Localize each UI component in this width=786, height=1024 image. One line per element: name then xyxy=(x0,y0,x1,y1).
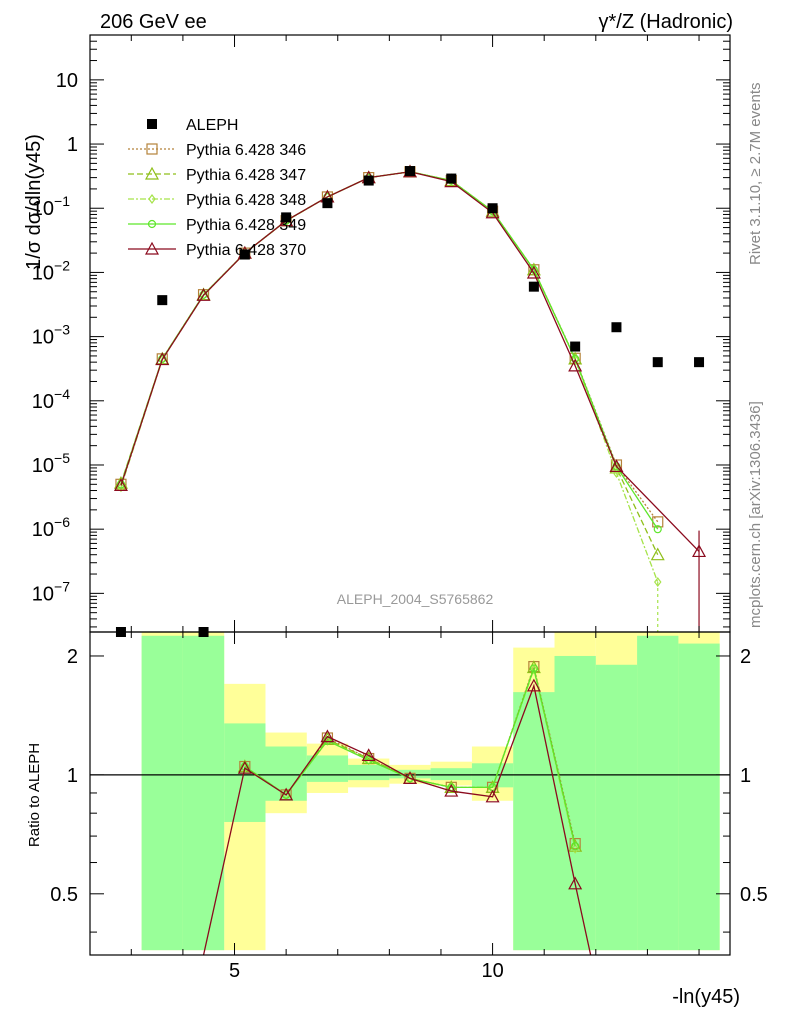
ratio-point-370 xyxy=(237,760,252,774)
legend-marker xyxy=(147,219,157,229)
aleph-data-point xyxy=(487,203,498,214)
aleph-data-point xyxy=(694,357,705,368)
ratio-point-370 xyxy=(526,678,541,692)
stat-uncertainty-band xyxy=(554,655,596,951)
stat-uncertainty-band xyxy=(141,635,183,951)
ratio-point-370 xyxy=(444,783,459,797)
ratio-y-tick-label: 2 xyxy=(67,646,78,668)
y-tick-label: 10−7 xyxy=(32,578,70,605)
series-point-347 xyxy=(650,547,665,561)
legend-label: Pythia 6.428 349 xyxy=(186,217,306,234)
aleph-data-point xyxy=(157,295,168,306)
y-tick-label: 10−1 xyxy=(32,193,70,220)
stat-uncertainty-band xyxy=(595,664,638,951)
ratio-point-349 xyxy=(571,842,580,851)
series-point-370 xyxy=(196,288,211,301)
ratio-point-370 xyxy=(361,748,376,762)
legend-label: Pythia 6.428 370 xyxy=(186,242,306,259)
series-point-370 xyxy=(526,265,541,279)
legend-marker xyxy=(144,166,160,180)
legend-label: Pythia 6.428 346 xyxy=(186,142,306,159)
process-energy-label: 206 GeV ee xyxy=(100,11,207,33)
aleph-data-point xyxy=(281,212,292,223)
x-tick-label: 5 xyxy=(229,960,240,982)
series-point-348 xyxy=(117,482,125,493)
aleph-data-point xyxy=(239,249,250,260)
y-tick-label: 10−4 xyxy=(32,386,70,413)
ratio-point-370 xyxy=(402,771,418,784)
analysis-watermark: ALEPH_2004_S5765862 xyxy=(337,591,494,607)
stat-uncertainty-band xyxy=(348,764,390,781)
y-tick-label: 10−2 xyxy=(32,257,70,284)
aleph-data-point xyxy=(611,322,622,333)
y-tick-label: 10−6 xyxy=(32,514,70,541)
y-tick-label: 10−3 xyxy=(32,322,70,349)
series-point-349 xyxy=(116,480,126,489)
aleph-data-point xyxy=(363,175,374,186)
series-line-370 xyxy=(120,171,700,552)
legend-label: Pythia 6.428 347 xyxy=(186,167,306,184)
ratio-point-348 xyxy=(530,664,538,675)
process-type-label: γ*/Z (Hadronic) xyxy=(599,11,733,33)
aleph-data-point xyxy=(570,341,581,352)
ratio-plot xyxy=(90,660,730,956)
legend: ALEPH Pythia 6.428 346 Pythia 6.428 347 Pyt… xyxy=(128,117,306,259)
ratio-point-349 xyxy=(529,664,538,673)
mcplots-reference-label: mcplots.cern.ch [arXiv:1306.3436] xyxy=(747,401,764,628)
ratio-point-370 xyxy=(568,876,583,890)
y-tick-label: 1 xyxy=(67,134,78,156)
series-point-370 xyxy=(568,358,583,372)
stat-uncertainty-band xyxy=(182,635,225,951)
ratio-y-tick-label-right: 0.5 xyxy=(740,884,768,906)
aleph-data-point xyxy=(528,281,539,292)
main-plot xyxy=(113,164,707,637)
legend-marker-aleph xyxy=(147,119,157,129)
ratio-point-348 xyxy=(571,843,579,854)
stat-uncertainty-band xyxy=(637,635,679,951)
ratio-point-370 xyxy=(320,729,335,743)
legend-marker xyxy=(148,194,156,204)
x-axis-label: -ln(y45) xyxy=(672,986,740,1008)
ratio-y-axis-label: Ratio to ALEPH xyxy=(26,743,43,847)
y-tick-label: 10−5 xyxy=(32,450,70,477)
series-point-348 xyxy=(571,354,579,365)
aleph-data-point xyxy=(652,357,663,368)
aleph-data-point xyxy=(322,198,333,209)
aleph-data-point xyxy=(405,166,415,177)
y-axis-label: 1/σ dσ/dln(y45) xyxy=(23,134,45,270)
ratio-point-370 xyxy=(279,787,294,801)
legend-marker xyxy=(146,143,158,155)
y-tick-label: 10 xyxy=(56,70,78,92)
legend-label-aleph: ALEPH xyxy=(186,117,238,134)
stat-uncertainty-band xyxy=(513,692,555,951)
ratio-y-tick-label-right: 2 xyxy=(740,646,751,668)
series-point-370 xyxy=(113,478,128,492)
series-point-349 xyxy=(653,525,662,534)
ratio-y-tick-label: 1 xyxy=(67,765,78,787)
ratio-y-tick-label-right: 1 xyxy=(740,765,751,787)
ratio-point-370 xyxy=(485,789,500,803)
rivet-version-label: Rivet 3.1.10, ≥ 2.7M events xyxy=(747,83,764,266)
ratio-plot-frame xyxy=(89,631,731,956)
ratio-line-370 xyxy=(202,683,592,956)
aleph-data-point xyxy=(446,173,457,184)
ratio-uncertainty-bands xyxy=(141,632,720,951)
series-point-370 xyxy=(609,459,624,473)
x-tick-label: 10 xyxy=(481,960,503,982)
axes: 5 10 10−7 10−6 10−5 10−4 10−3 10−2 10−1 1 10 0.5 0.5… xyxy=(32,34,768,982)
ratio-y-tick-label: 0.5 xyxy=(50,884,78,906)
legend-label: Pythia 6.428 348 xyxy=(186,192,306,209)
legend-marker xyxy=(144,241,160,255)
stat-uncertainty-band xyxy=(430,768,472,781)
series-point-348 xyxy=(653,577,662,588)
stat-uncertainty-band xyxy=(678,643,720,951)
series-point-370 xyxy=(155,352,170,366)
